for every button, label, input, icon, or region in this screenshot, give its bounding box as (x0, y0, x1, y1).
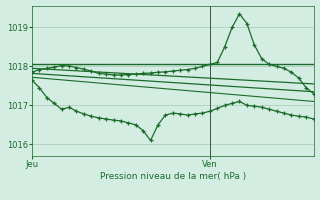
X-axis label: Pression niveau de la mer( hPa ): Pression niveau de la mer( hPa ) (100, 172, 246, 181)
